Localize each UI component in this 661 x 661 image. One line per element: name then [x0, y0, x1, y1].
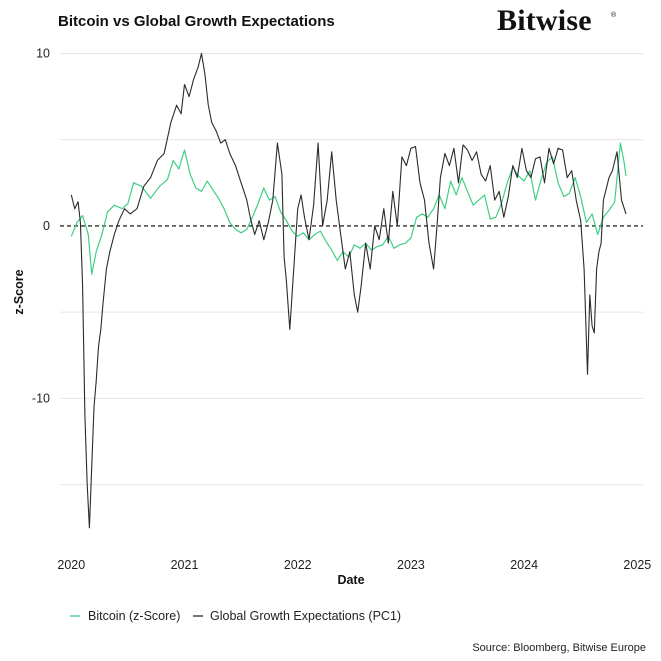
y-axis-title: z-Score [12, 269, 26, 314]
y-tick-label: 0 [43, 219, 50, 233]
x-tick-label: 2025 [623, 558, 651, 572]
x-axis-ticks: 2020 2021 2022 2023 2024 2025 [57, 558, 651, 572]
x-axis-title: Date [337, 573, 364, 587]
series-line-growth [70, 52, 627, 529]
x-tick-label: 2024 [510, 558, 538, 572]
gridlines [60, 52, 643, 486]
chart-title: Bitcoin vs Global Growth Expectations [58, 13, 335, 30]
legend-label-bitcoin: Bitcoin (z-Score) [88, 609, 180, 623]
series-lines [70, 52, 627, 529]
brand-logo: Bitwise [497, 4, 592, 37]
x-tick-label: 2022 [284, 558, 312, 572]
brand-registered-mark: ® [611, 11, 617, 19]
x-tick-label: 2023 [397, 558, 425, 572]
x-tick-label: 2020 [57, 558, 85, 572]
legend-label-growth: Global Growth Expectations (PC1) [210, 609, 401, 623]
source-note: Source: Bloomberg, Bitwise Europe [472, 642, 646, 654]
legend: Bitcoin (z-Score) Global Growth Expectat… [70, 609, 401, 623]
y-tick-label: -10 [32, 391, 50, 405]
x-tick-label: 2021 [171, 558, 199, 572]
y-tick-label: 10 [36, 46, 50, 60]
y-axis-ticks: -10 0 10 [32, 46, 50, 405]
series-line-bitcoin [70, 142, 627, 275]
